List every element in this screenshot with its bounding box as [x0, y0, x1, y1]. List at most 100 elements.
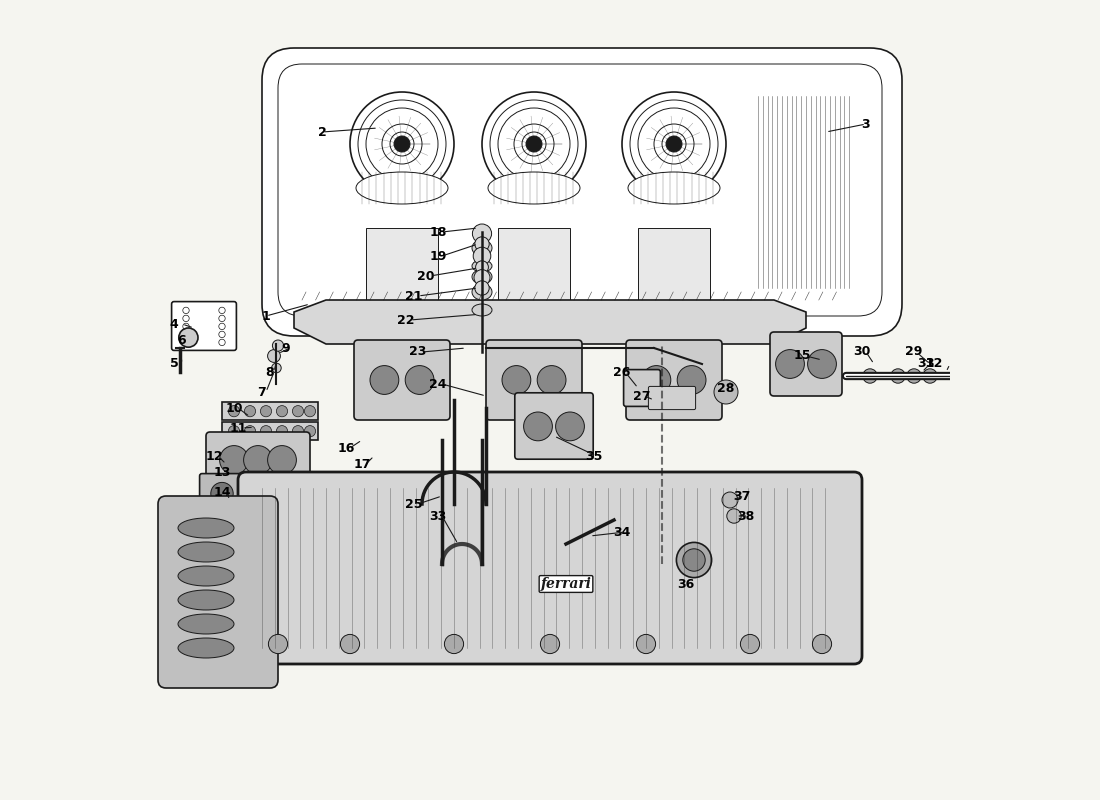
Circle shape	[740, 634, 760, 654]
Circle shape	[293, 426, 304, 437]
Text: 5: 5	[169, 358, 178, 370]
Circle shape	[776, 350, 804, 378]
Circle shape	[183, 331, 189, 338]
Circle shape	[243, 482, 265, 505]
Circle shape	[267, 482, 289, 505]
Text: 34: 34	[614, 526, 630, 538]
Text: 35: 35	[585, 450, 603, 462]
Circle shape	[268, 634, 287, 654]
Text: ferrari: ferrari	[540, 577, 592, 591]
Bar	[638, 228, 710, 300]
Text: 31: 31	[917, 358, 935, 370]
Circle shape	[678, 366, 706, 394]
Circle shape	[219, 315, 225, 322]
Ellipse shape	[178, 566, 234, 586]
Text: 1: 1	[262, 310, 271, 322]
Circle shape	[475, 261, 488, 274]
FancyBboxPatch shape	[206, 432, 310, 488]
Circle shape	[502, 366, 531, 394]
Text: 13: 13	[213, 466, 231, 478]
Circle shape	[219, 339, 225, 346]
Ellipse shape	[488, 172, 580, 204]
Text: 7: 7	[257, 386, 266, 398]
Circle shape	[906, 369, 921, 383]
Ellipse shape	[178, 518, 234, 538]
FancyBboxPatch shape	[354, 340, 450, 420]
Ellipse shape	[178, 590, 234, 610]
Circle shape	[683, 549, 705, 571]
Ellipse shape	[356, 172, 448, 204]
Circle shape	[267, 446, 296, 474]
Ellipse shape	[472, 240, 492, 256]
Bar	[222, 402, 318, 420]
Text: 19: 19	[429, 250, 447, 262]
Circle shape	[666, 136, 682, 152]
Circle shape	[219, 323, 225, 330]
Circle shape	[261, 406, 272, 417]
Text: 12: 12	[206, 450, 222, 462]
Circle shape	[722, 492, 738, 508]
Circle shape	[272, 363, 282, 373]
FancyBboxPatch shape	[770, 332, 842, 396]
Text: 20: 20	[417, 270, 434, 282]
Text: 3: 3	[861, 118, 870, 130]
Circle shape	[261, 426, 272, 437]
Circle shape	[556, 412, 584, 441]
Text: 18: 18	[429, 226, 447, 238]
Ellipse shape	[472, 284, 492, 300]
Circle shape	[472, 224, 492, 243]
Circle shape	[350, 92, 454, 196]
Circle shape	[244, 426, 255, 437]
Text: 14: 14	[213, 486, 231, 498]
Ellipse shape	[178, 542, 234, 562]
Text: 27: 27	[634, 390, 651, 402]
Circle shape	[273, 340, 284, 351]
Text: 33: 33	[429, 510, 447, 522]
Text: 6: 6	[178, 334, 186, 346]
FancyBboxPatch shape	[626, 340, 722, 420]
Circle shape	[276, 406, 287, 417]
Text: 22: 22	[397, 314, 415, 326]
Circle shape	[474, 270, 490, 286]
Circle shape	[444, 634, 463, 654]
Circle shape	[862, 369, 877, 383]
Ellipse shape	[472, 304, 492, 316]
Circle shape	[923, 369, 937, 383]
Text: 26: 26	[614, 366, 630, 378]
Text: 37: 37	[734, 490, 750, 502]
Circle shape	[813, 634, 832, 654]
Circle shape	[179, 328, 198, 347]
Circle shape	[637, 634, 656, 654]
Circle shape	[727, 509, 741, 523]
Text: 2: 2	[318, 126, 327, 138]
Text: 29: 29	[905, 346, 923, 358]
Text: 38: 38	[737, 510, 755, 522]
Bar	[366, 228, 438, 300]
Circle shape	[229, 426, 240, 437]
Ellipse shape	[178, 614, 234, 634]
Text: 21: 21	[405, 290, 422, 302]
Text: 30: 30	[854, 346, 871, 358]
Ellipse shape	[178, 638, 234, 658]
Circle shape	[183, 307, 189, 314]
FancyBboxPatch shape	[199, 474, 293, 514]
Circle shape	[676, 542, 712, 578]
Text: 24: 24	[429, 378, 447, 390]
Ellipse shape	[472, 260, 492, 272]
Ellipse shape	[628, 172, 720, 204]
Circle shape	[482, 92, 586, 196]
FancyBboxPatch shape	[262, 48, 902, 336]
Text: 28: 28	[717, 382, 735, 394]
Circle shape	[370, 366, 399, 394]
Bar	[222, 422, 318, 440]
Circle shape	[394, 136, 410, 152]
Text: 25: 25	[405, 498, 422, 510]
Text: 8: 8	[266, 366, 274, 378]
FancyBboxPatch shape	[158, 496, 278, 688]
Circle shape	[891, 369, 905, 383]
Bar	[498, 228, 570, 300]
Circle shape	[276, 426, 287, 437]
Circle shape	[244, 406, 255, 417]
Text: 16: 16	[338, 442, 354, 454]
FancyBboxPatch shape	[624, 370, 660, 406]
